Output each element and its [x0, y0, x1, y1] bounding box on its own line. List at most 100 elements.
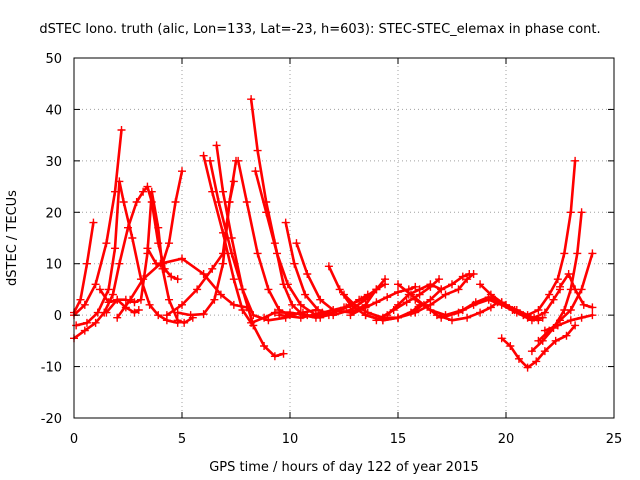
data-point [394, 313, 402, 322]
data-point [476, 308, 485, 317]
series-line [72, 221, 95, 314]
data-series [212, 141, 288, 361]
x-axis-label: GPS time / hours of day 122 of year 2015 [209, 460, 479, 475]
data-point [454, 285, 463, 294]
data-point [545, 290, 554, 299]
x-tick-label: 10 [282, 432, 299, 447]
data-series [113, 254, 251, 322]
data-point [117, 126, 126, 134]
plot-frame [73, 57, 615, 419]
data-point [402, 298, 411, 307]
y-tick-label: 40 [45, 103, 62, 118]
data-point [82, 318, 91, 327]
series-line [414, 295, 540, 322]
data-point [91, 318, 100, 327]
data-point [128, 234, 137, 242]
data-point [212, 141, 221, 150]
tick-labels: 0 5 10 15 20 25 -20 -10 0 10 20 30 40 50 [41, 52, 623, 447]
data-point [264, 316, 273, 325]
data-point [115, 259, 124, 268]
data-point [134, 306, 143, 314]
data-point [82, 259, 91, 268]
data-point [469, 300, 478, 309]
data-point [497, 334, 506, 343]
data-point [229, 300, 238, 309]
data-point [210, 295, 219, 304]
data-point [571, 285, 580, 294]
data-point [540, 308, 549, 317]
data-point [143, 182, 152, 191]
data-point [229, 177, 238, 186]
x-tick-label: 25 [606, 432, 623, 447]
data-point [361, 311, 370, 320]
data-point [357, 295, 366, 304]
data-point [143, 244, 152, 253]
data-point [437, 313, 446, 322]
data-point [340, 303, 348, 312]
data-point [454, 308, 463, 317]
data-point [80, 326, 89, 335]
data-point [229, 275, 238, 284]
data-point [540, 347, 549, 356]
series-line [385, 283, 443, 317]
data-point [219, 187, 228, 196]
y-tick-label: 50 [45, 52, 62, 67]
data-point [270, 352, 279, 361]
data-point [340, 290, 348, 299]
data-point [199, 151, 208, 160]
data-point [361, 303, 370, 312]
data-point [303, 270, 312, 278]
data-point [145, 300, 154, 309]
data-series [346, 282, 420, 320]
data-point [260, 342, 269, 350]
x-tick-label: 20 [498, 432, 515, 447]
data-series [540, 311, 597, 335]
data-point [372, 285, 381, 294]
data-point [577, 208, 586, 217]
data-point [253, 146, 262, 155]
data-series [491, 156, 580, 320]
series-line [295, 241, 387, 314]
data-point [426, 295, 435, 304]
data-point [566, 208, 575, 217]
y-axis-label: dSTEC / TECUs [5, 190, 20, 286]
data-point [372, 298, 381, 307]
axis-ticks [73, 57, 615, 419]
data-point [95, 285, 104, 294]
data-point [296, 313, 305, 322]
data-point [465, 270, 474, 278]
data-point [216, 290, 225, 299]
data-point [80, 300, 89, 309]
data-point [463, 275, 472, 284]
data-point [588, 303, 597, 312]
data-point [523, 311, 532, 320]
data-point [560, 249, 569, 258]
data-point [441, 290, 450, 299]
data-point [173, 275, 182, 284]
x-tick-label: 5 [178, 432, 186, 447]
data-point [553, 321, 562, 330]
data-point [154, 311, 163, 320]
data-point [316, 295, 325, 304]
data-series [251, 167, 372, 320]
data-point [512, 306, 521, 314]
data-point [264, 285, 273, 294]
data-point [208, 264, 217, 273]
data-point [426, 306, 435, 314]
y-tick-label: 0 [54, 309, 62, 324]
data-point [247, 95, 256, 104]
data-point [411, 295, 420, 304]
data-point [292, 239, 301, 248]
data-point [588, 311, 597, 320]
data-point [318, 308, 327, 317]
data-point [115, 177, 124, 186]
data-point [571, 321, 580, 330]
y-tick-label: 30 [45, 155, 62, 170]
data-point [458, 272, 467, 281]
data-point [139, 275, 148, 284]
x-tick-label: 0 [70, 432, 78, 447]
data-point [199, 310, 208, 319]
data-point [113, 313, 122, 322]
data-point [165, 239, 174, 248]
data-point [324, 262, 333, 271]
